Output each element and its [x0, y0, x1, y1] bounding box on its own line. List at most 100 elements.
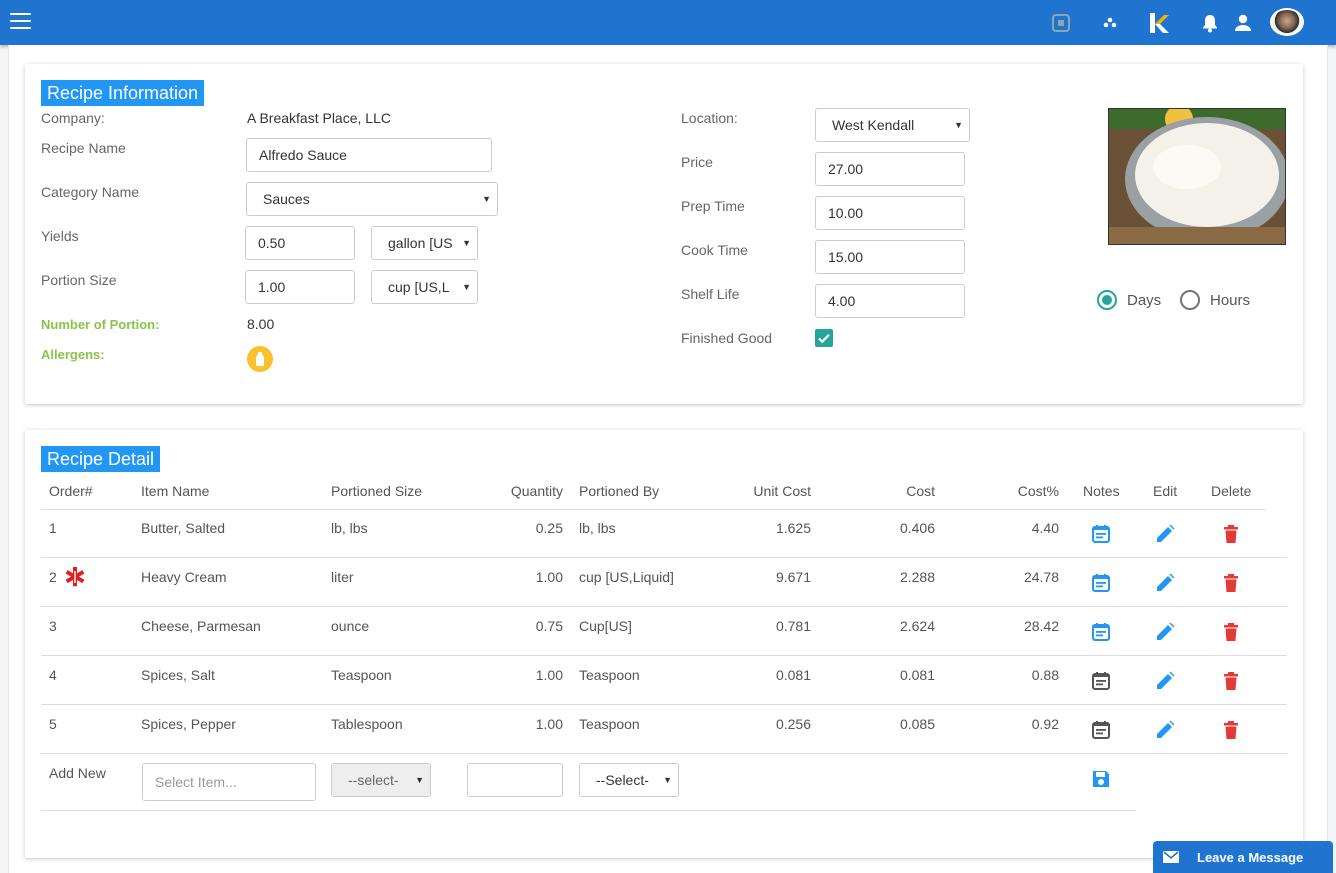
avatar[interactable]	[1270, 8, 1304, 36]
delete-trash-icon[interactable]	[1220, 523, 1242, 545]
category-name-label: Category Name	[41, 184, 140, 200]
column-header-quantity: Quantity	[510, 483, 563, 499]
finished-good-checkbox[interactable]	[815, 329, 833, 347]
recipe-detail-title: Recipe Detail	[41, 446, 161, 472]
unit-cost-cell: 1.625	[775, 520, 811, 536]
recipe-information-card	[25, 64, 1303, 404]
category-select[interactable]: Sauces ▼	[246, 182, 498, 216]
delete-trash-icon[interactable]	[1220, 621, 1242, 643]
days-radio[interactable]: Days	[1097, 290, 1161, 310]
edit-pencil-icon[interactable]	[1154, 523, 1176, 545]
hours-radio[interactable]: Hours	[1180, 290, 1250, 310]
column-header-unit-cost: Unit Cost	[753, 483, 811, 499]
edit-pencil-icon[interactable]	[1154, 719, 1176, 741]
portioned-size-select[interactable]: --select- ▼	[331, 763, 431, 797]
edit-pencil-icon[interactable]	[1154, 670, 1176, 692]
prep-time-input[interactable]: 10.00	[815, 196, 965, 230]
add-new-label: Add New	[49, 765, 106, 781]
delete-trash-icon[interactable]	[1220, 719, 1242, 741]
select-item-input[interactable]: Select Item...	[142, 763, 316, 801]
caret-down-icon: ▼	[954, 120, 963, 130]
row-divider	[41, 606, 1287, 607]
k-logo-icon[interactable]	[1146, 10, 1172, 36]
notes-icon[interactable]	[1090, 523, 1112, 545]
yields-unit-select[interactable]: gallon [US ▼	[371, 226, 478, 260]
item-name-cell: Heavy Cream	[141, 569, 227, 585]
notes-icon[interactable]	[1090, 621, 1112, 643]
notes-icon[interactable]	[1090, 670, 1112, 692]
notes-icon[interactable]	[1090, 719, 1112, 741]
soccer-ball-icon[interactable]	[1097, 10, 1123, 36]
portion-size-unit-select[interactable]: cup [US,L ▼	[371, 270, 478, 304]
bell-icon[interactable]	[1197, 10, 1223, 36]
hours-radio-label: Hours	[1210, 291, 1251, 309]
cost-pct-cell: 0.88	[1031, 667, 1059, 683]
location-label: Location:	[681, 110, 738, 126]
caret-down-icon: ▼	[462, 238, 471, 248]
unit-cost-cell: 0.781	[775, 618, 811, 634]
save-icon[interactable]	[1090, 768, 1112, 790]
portioned-by-select[interactable]: --Select- ▼	[579, 763, 679, 797]
allergen-warning-icon	[64, 566, 86, 588]
recipe-name-input[interactable]: Alfredo Sauce	[246, 138, 492, 172]
cost-cell: 2.624	[899, 618, 935, 634]
portion-size-input[interactable]: 1.00	[245, 270, 355, 304]
portioned-by-select-value: --Select-	[596, 772, 649, 788]
portioned-size-cell: ounce	[331, 618, 370, 634]
user-icon[interactable]	[1230, 10, 1256, 36]
column-header-cost-pct: Cost%	[1017, 483, 1059, 499]
recipe-information-title: Recipe Information	[41, 80, 205, 106]
caret-down-icon: ▼	[415, 775, 424, 785]
order-cell: 2	[49, 569, 57, 585]
leave-message-button[interactable]: Leave a Message	[1153, 841, 1333, 873]
unit-cost-cell: 0.081	[775, 667, 811, 683]
caret-down-icon: ▼	[482, 194, 491, 204]
number-of-portion-value: 8.00	[247, 316, 275, 332]
cost-cell: 2.288	[899, 569, 935, 585]
cost-pct-cell: 24.78	[1023, 569, 1059, 585]
cook-time-input[interactable]: 15.00	[815, 240, 965, 274]
order-cell: 1	[49, 520, 57, 536]
cost-cell: 0.081	[899, 667, 935, 683]
header-divider	[41, 509, 1266, 510]
shelf-life-input[interactable]: 4.00	[815, 284, 965, 318]
caret-down-icon: ▼	[663, 775, 672, 785]
radio-selected-icon	[1097, 290, 1117, 310]
portioned-size-cell: Teaspoon	[331, 667, 392, 683]
notes-icon[interactable]	[1090, 572, 1112, 594]
row-divider	[41, 753, 1287, 754]
quantity-input[interactable]	[467, 763, 563, 797]
location-select-value: West Kendall	[832, 117, 915, 133]
days-radio-label: Days	[1127, 291, 1162, 309]
delete-trash-icon[interactable]	[1220, 572, 1242, 594]
row-divider	[41, 557, 1287, 558]
portioned-by-cell: Teaspoon	[579, 716, 640, 732]
edit-pencil-icon[interactable]	[1154, 572, 1176, 594]
envelope-icon	[1163, 851, 1179, 863]
item-name-cell: Spices, Salt	[141, 667, 215, 683]
price-label: Price	[681, 154, 713, 170]
milk-allergen-icon[interactable]	[247, 346, 273, 372]
cost-cell: 0.406	[899, 520, 935, 536]
radio-unselected-icon	[1180, 290, 1200, 310]
recipe-image	[1108, 108, 1286, 245]
prep-time-label: Prep Time	[681, 198, 745, 214]
column-header-edit: Edit	[1153, 483, 1178, 499]
portion-size-label: Portion Size	[41, 272, 117, 288]
yields-input[interactable]: 0.50	[245, 226, 355, 260]
portioned-size-cell: Tablespoon	[331, 716, 403, 732]
hamburger-icon[interactable]	[10, 13, 31, 31]
column-header-order: Order#	[49, 483, 93, 499]
cost-pct-cell: 28.42	[1023, 618, 1059, 634]
delete-trash-icon[interactable]	[1220, 670, 1242, 692]
column-header-notes: Notes	[1083, 483, 1120, 499]
cost-pct-cell: 0.92	[1031, 716, 1059, 732]
edit-pencil-icon[interactable]	[1154, 621, 1176, 643]
portioned-size-select-value: --select-	[348, 772, 399, 788]
price-input[interactable]: 27.00	[815, 152, 965, 186]
location-select[interactable]: West Kendall ▼	[815, 108, 970, 142]
square-icon[interactable]	[1048, 10, 1074, 36]
order-cell: 4	[49, 667, 57, 683]
portioned-by-cell: cup [US,Liquid]	[579, 569, 674, 585]
item-name-cell: Spices, Pepper	[141, 716, 236, 732]
